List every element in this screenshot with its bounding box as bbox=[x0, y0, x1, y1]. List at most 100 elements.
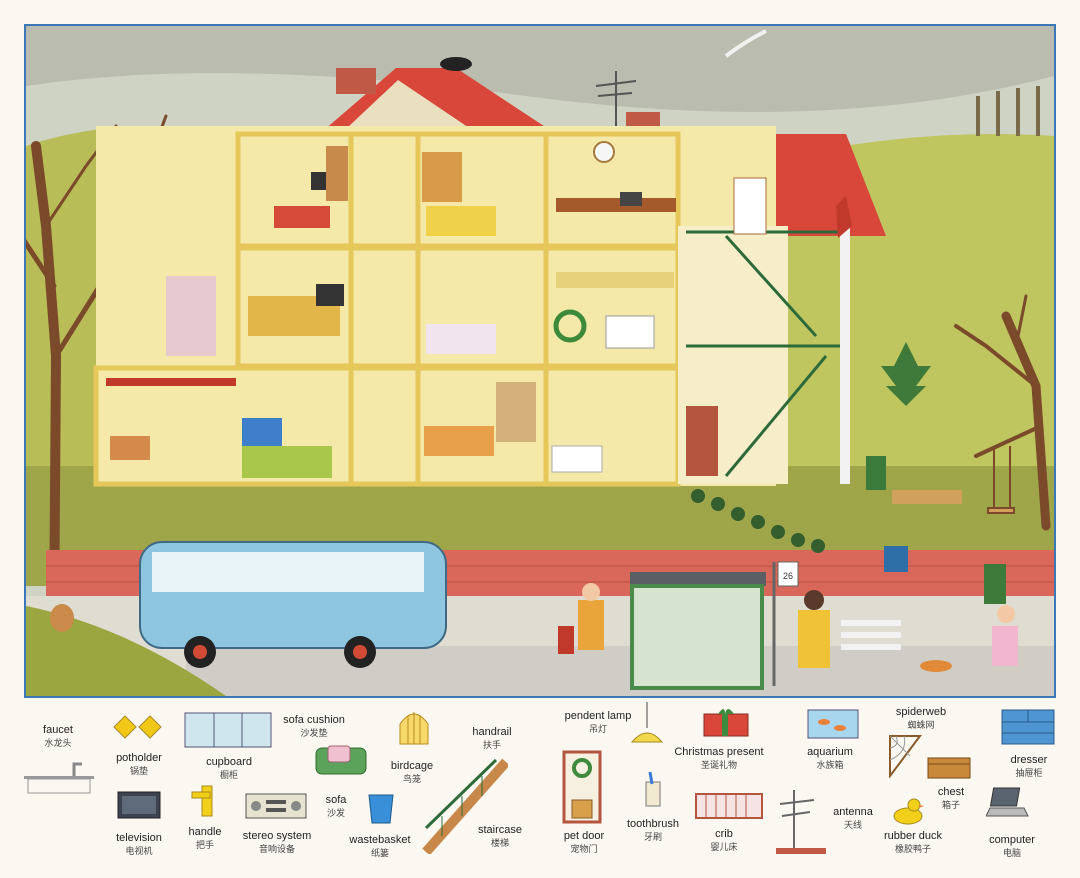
christmas-present-icon bbox=[703, 709, 749, 737]
vocab-christmas-present: Christmas present 圣诞礼物 bbox=[664, 746, 774, 771]
porch-pillar bbox=[840, 226, 850, 484]
vocab-pet-door-zh: 宠物门 bbox=[570, 844, 598, 854]
wastebasket-icon bbox=[368, 794, 394, 824]
vocabulary-legend: faucet 水龙头 potholder 锅垫 cupboard 橱柜 sofa… bbox=[0, 700, 1080, 878]
vocab-crib: crib 婴儿床 bbox=[696, 828, 752, 853]
bus-stop-sign: 26 bbox=[772, 561, 799, 686]
vocab-aquarium-zh: 水族箱 bbox=[816, 760, 844, 770]
television-icon bbox=[117, 791, 161, 819]
top-floor-rooms bbox=[274, 141, 676, 236]
vocab-sofa-en: sofa bbox=[325, 794, 347, 806]
vocab-christmas-present-en: Christmas present bbox=[674, 746, 764, 758]
jet-trail bbox=[724, 29, 767, 58]
vocab-handle: handle 把手 bbox=[180, 826, 230, 851]
antenna-icon bbox=[776, 790, 826, 854]
rabbit bbox=[50, 604, 74, 632]
vocab-aquarium-en: aquarium bbox=[807, 746, 853, 758]
vocab-pendent-lamp-zh: 吊灯 bbox=[588, 724, 607, 734]
vocab-potholder-en: potholder bbox=[116, 752, 162, 764]
vocab-rubber-duck: rubber duck 橡胶鸭子 bbox=[876, 830, 950, 855]
vocab-birdcage-zh: 鸟笼 bbox=[402, 774, 421, 784]
vocab-sofa-zh: 沙发 bbox=[326, 808, 345, 818]
blue-bus bbox=[139, 541, 447, 668]
sandbox bbox=[892, 490, 962, 504]
ground-floor-rooms bbox=[106, 378, 603, 478]
vocab-pendent-lamp-en: pendent lamp bbox=[564, 710, 632, 722]
vocab-pet-door: pet door 宠物门 bbox=[552, 830, 616, 855]
vocab-stereo-system-zh: 音响设备 bbox=[258, 844, 295, 854]
clouds bbox=[26, 26, 1054, 112]
upper-door bbox=[733, 177, 767, 235]
vocab-rubber-duck-zh: 橡胶鸭子 bbox=[894, 844, 931, 854]
handle-icon bbox=[191, 785, 213, 817]
vocab-spiderweb: spiderweb 蜘蛛网 bbox=[886, 706, 956, 731]
vocab-potholder-zh: 锅垫 bbox=[129, 766, 148, 776]
vocab-faucet-en: faucet bbox=[43, 724, 73, 736]
cupboard-icon bbox=[184, 712, 272, 748]
dog bbox=[920, 660, 952, 672]
vocab-staircase: staircase 楼梯 bbox=[470, 824, 530, 849]
toothbrush-icon bbox=[645, 771, 661, 807]
vocab-sofa-cushion-en: sofa cushion bbox=[283, 714, 345, 726]
poplar-trees bbox=[976, 86, 1040, 136]
spiderweb-icon bbox=[889, 735, 922, 778]
vocab-staircase-en: staircase bbox=[477, 824, 523, 836]
vocab-computer: computer 电脑 bbox=[982, 834, 1042, 859]
garbage-can bbox=[984, 564, 1006, 604]
vocab-chest-en: chest bbox=[937, 786, 965, 798]
grass-corner bbox=[26, 606, 226, 696]
vocab-television-en: television bbox=[116, 832, 162, 844]
crow bbox=[440, 57, 472, 71]
vocab-crib-en: crib bbox=[715, 828, 733, 840]
sofa-cushion-icon bbox=[315, 745, 367, 775]
handrail-icon bbox=[422, 758, 508, 854]
vocab-wastebasket-zh: 纸篓 bbox=[370, 848, 389, 858]
vocab-wastebasket: wastebasket 纸篓 bbox=[342, 834, 418, 859]
right-bare-tree bbox=[954, 294, 1051, 531]
vocab-antenna-zh: 天线 bbox=[843, 820, 862, 830]
vocab-aquarium: aquarium 水族箱 bbox=[798, 746, 862, 771]
vocab-chest-zh: 箱子 bbox=[941, 800, 960, 810]
vocab-dresser-en: dresser bbox=[1010, 754, 1048, 766]
vocab-spiderweb-en: spiderweb bbox=[895, 706, 947, 718]
parrot bbox=[836, 196, 852, 238]
pedestrians bbox=[558, 456, 1018, 668]
computer-icon bbox=[986, 787, 1029, 817]
hedge bbox=[691, 489, 825, 553]
vocab-potholder: potholder 锅垫 bbox=[104, 752, 174, 777]
vocab-computer-zh: 电脑 bbox=[1002, 848, 1021, 858]
chimney-left bbox=[336, 68, 376, 94]
rubber-duck-icon bbox=[893, 798, 924, 825]
vocab-wastebasket-en: wastebasket bbox=[349, 834, 411, 846]
dresser-icon bbox=[1001, 709, 1055, 745]
vocab-stereo-system: stereo system 音响设备 bbox=[236, 830, 318, 855]
crib-icon bbox=[695, 793, 763, 819]
vocab-rubber-duck-en: rubber duck bbox=[883, 830, 943, 842]
vocab-toothbrush: toothbrush 牙刷 bbox=[618, 818, 688, 843]
vocab-cupboard-en: cupboard bbox=[206, 756, 252, 768]
vocab-computer-en: computer bbox=[989, 834, 1035, 846]
bus-stop-number: 26 bbox=[783, 571, 793, 581]
vocab-cupboard: cupboard 橱柜 bbox=[194, 756, 264, 781]
middle-floor-rooms bbox=[166, 272, 674, 356]
faucet-icon bbox=[24, 762, 94, 794]
vocab-birdcage-en: birdcage bbox=[390, 760, 434, 772]
vocab-christmas-present-zh: 圣诞礼物 bbox=[700, 760, 737, 770]
bus-shelter bbox=[630, 572, 766, 690]
vocab-sofa-cushion: sofa cushion 沙发垫 bbox=[278, 714, 350, 739]
crosswalk bbox=[841, 620, 901, 650]
potholder-icon bbox=[113, 715, 162, 739]
chest-icon bbox=[927, 757, 971, 779]
vocab-handrail-zh: 扶手 bbox=[482, 740, 501, 750]
vocab-pendent-lamp: pendent lamp 吊灯 bbox=[558, 710, 638, 735]
vocab-antenna: antenna 天线 bbox=[828, 806, 878, 831]
vocab-sofa: sofa 沙发 bbox=[314, 794, 358, 819]
aquarium-icon bbox=[807, 709, 859, 739]
scene-svg: 26 bbox=[26, 26, 1054, 696]
vocab-dresser: dresser 抽屉柜 bbox=[1000, 754, 1058, 779]
vocab-pet-door-en: pet door bbox=[563, 830, 605, 842]
vocab-stereo-system-en: stereo system bbox=[242, 830, 312, 842]
vocab-faucet-zh: 水龙头 bbox=[44, 738, 72, 748]
pet-door-icon bbox=[562, 750, 602, 824]
